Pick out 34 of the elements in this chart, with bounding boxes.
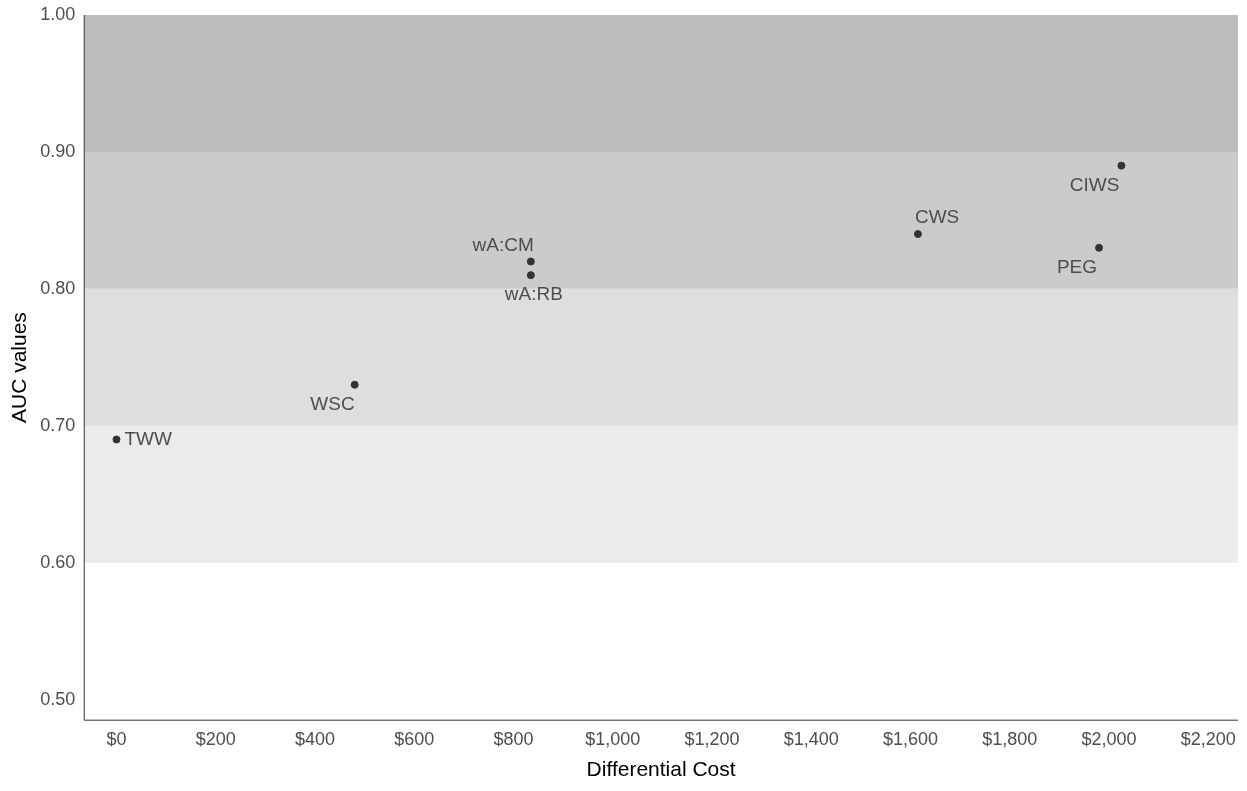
annotation: wA:CM: [471, 233, 534, 255]
point: [1095, 243, 1104, 252]
annotation: wA:RB: [503, 283, 563, 305]
y-tick-label: 0.90: [40, 140, 76, 161]
annotation: WSC: [310, 392, 355, 414]
point: [913, 230, 922, 239]
y-tick-label: 0.60: [40, 551, 76, 572]
x-tick-label: $1,200: [684, 728, 740, 749]
x-tick-label: $2,000: [1081, 728, 1137, 749]
x-tick-label: $600: [394, 728, 435, 749]
x-tick-label: $2,200: [1180, 728, 1236, 749]
x-tick-label: $1,000: [585, 728, 641, 749]
x-tick-label: $1,400: [783, 728, 839, 749]
y-tick-label: 1.00: [40, 3, 76, 24]
point: [350, 380, 359, 389]
x-tick-label: $200: [195, 728, 236, 749]
y-tick-label: 0.80: [40, 277, 76, 298]
x-tick-label: $1,600: [882, 728, 939, 749]
point: [526, 257, 535, 266]
x-tick-label: $0: [106, 728, 127, 749]
annotation: CWS: [914, 206, 960, 228]
annotation: TWW: [124, 427, 173, 449]
x-axis-title: Differential Cost: [586, 757, 736, 781]
y-tick-label: 0.70: [40, 414, 76, 435]
y-tick-label: 0.50: [40, 688, 76, 709]
point: [526, 271, 535, 280]
x-tick-label: $800: [493, 728, 534, 749]
annotation: CIWS: [1069, 173, 1120, 195]
x-tick-label: $1,800: [982, 728, 1038, 749]
y-axis-title: AUC values: [7, 312, 31, 424]
point: [112, 435, 121, 444]
point: [1117, 161, 1126, 170]
annotation: PEG: [1056, 256, 1098, 278]
x-tick-label: $400: [294, 728, 336, 749]
